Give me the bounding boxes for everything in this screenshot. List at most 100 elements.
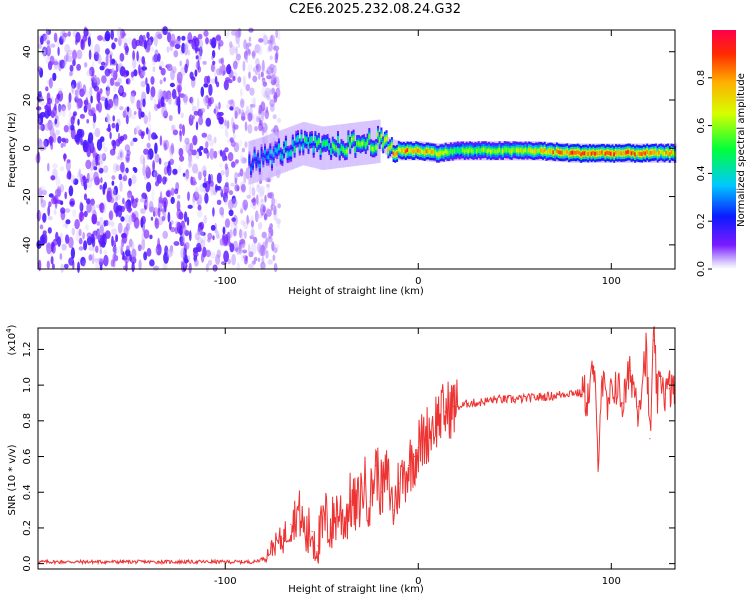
noise-cell — [249, 103, 256, 108]
signal-cell — [439, 150, 442, 155]
noise-cell — [57, 136, 62, 144]
noise-cell — [41, 46, 47, 56]
signal-cell — [446, 150, 449, 155]
noise-cell — [212, 207, 215, 217]
noise-cell — [109, 220, 114, 226]
noise-cell — [167, 63, 172, 70]
noise-cell — [146, 142, 151, 149]
noise-cell — [211, 55, 214, 61]
noise-cell — [213, 150, 218, 159]
noise-cell — [171, 124, 174, 132]
noise-cell — [90, 204, 96, 214]
signal-cell — [498, 147, 501, 152]
noise-cell — [85, 159, 92, 170]
noise-cell — [94, 127, 101, 138]
noise-cell — [86, 232, 93, 238]
noise-cell — [238, 229, 244, 239]
noise-cell — [152, 160, 156, 172]
noise-cell — [46, 40, 51, 45]
signal-cell — [406, 148, 409, 152]
noise-cell — [51, 109, 54, 118]
noise-cell — [38, 187, 43, 198]
noise-cell — [47, 205, 51, 217]
noise-cell — [112, 253, 116, 264]
noise-cell — [76, 49, 83, 60]
signal-cell — [613, 152, 616, 157]
noise-cell — [135, 197, 139, 203]
noise-cell — [123, 174, 128, 182]
noise-cell — [218, 116, 224, 125]
noise-cell — [249, 183, 255, 191]
noise-cell — [145, 164, 150, 173]
noise-cell — [244, 204, 247, 212]
noise-cell — [140, 208, 146, 214]
noise-cell — [153, 35, 158, 47]
noise-cell — [264, 87, 271, 98]
noise-cell — [194, 232, 200, 241]
noise-cell — [191, 96, 194, 106]
noise-cell — [109, 77, 115, 87]
signal-cell — [248, 158, 251, 162]
noise-cell — [245, 55, 249, 63]
noise-cell — [258, 222, 263, 230]
noise-cell — [220, 64, 226, 76]
noise-cell — [163, 252, 169, 264]
noise-cell — [111, 175, 116, 180]
signal-cell — [528, 148, 531, 152]
signal-cell — [595, 151, 598, 156]
signal-cell — [637, 151, 640, 156]
noise-cell — [244, 231, 247, 239]
y-tick-label: 0.6 — [22, 449, 33, 465]
noise-cell — [159, 60, 165, 68]
signal-cell — [300, 136, 303, 140]
noise-cell — [50, 43, 56, 48]
noise-cell — [258, 73, 261, 80]
signal-cell — [378, 138, 381, 143]
noise-cell — [76, 63, 81, 71]
colorbar-tick-label: 0.0 — [696, 261, 707, 277]
signal-cell — [404, 149, 407, 154]
noise-cell — [197, 204, 202, 211]
noise-cell — [255, 194, 259, 205]
noise-cell — [152, 66, 156, 73]
x-tick-label: 0 — [415, 276, 421, 287]
signal-cell — [283, 148, 286, 152]
noise-cell — [169, 44, 173, 52]
signal-cell — [420, 149, 423, 154]
noise-cell — [242, 157, 248, 164]
noise-cell — [199, 221, 205, 230]
signal-cell — [526, 149, 529, 153]
noise-cell — [264, 212, 267, 221]
noise-cell — [49, 126, 55, 137]
noise-cell — [126, 149, 131, 157]
signal-cell — [648, 151, 650, 156]
noise-cell — [267, 39, 272, 45]
signal-cell — [437, 152, 440, 157]
noise-cell — [70, 247, 75, 260]
signal-cell — [644, 151, 647, 156]
noise-cell — [271, 197, 276, 207]
noise-cell — [71, 84, 75, 94]
noise-cell — [117, 64, 122, 71]
signal-cell — [354, 147, 357, 152]
signal-cell — [627, 150, 630, 154]
signal-cell — [540, 148, 543, 153]
signal-cell — [578, 151, 581, 155]
colorbar-tick-label: 0.8 — [696, 70, 707, 86]
noise-cell — [277, 203, 281, 209]
signal-cell — [257, 156, 260, 161]
signal-cell — [623, 151, 626, 156]
noise-cell — [87, 36, 91, 47]
noise-cell — [196, 242, 202, 252]
signal-cell — [260, 150, 263, 155]
noise-cell — [142, 59, 146, 67]
signal-cell — [512, 147, 515, 152]
noise-cell — [140, 215, 146, 225]
signal-cell — [310, 137, 313, 142]
noise-cell — [226, 28, 230, 37]
noise-cell — [48, 77, 53, 89]
noise-cell — [159, 79, 163, 85]
snr-point — [552, 395, 555, 397]
noise-cell — [180, 247, 186, 259]
snr-scale-close: ) — [7, 324, 18, 328]
